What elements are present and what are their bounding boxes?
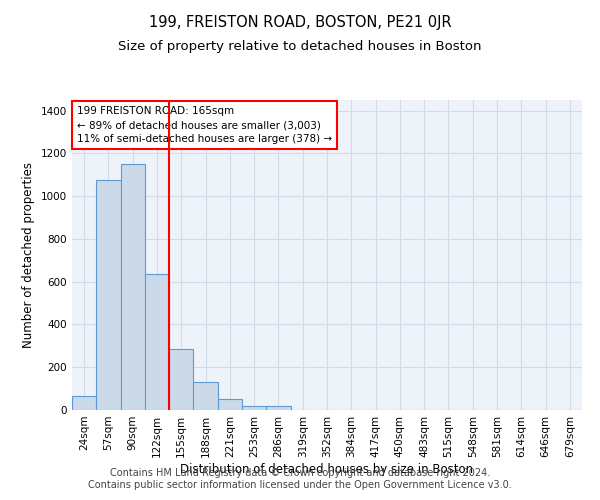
Bar [266,406,290,410]
Bar [193,382,218,410]
X-axis label: Distribution of detached houses by size in Boston: Distribution of detached houses by size … [181,462,473,475]
Bar [218,400,242,410]
Text: 199 FREISTON ROAD: 165sqm
← 89% of detached houses are smaller (3,003)
11% of se: 199 FREISTON ROAD: 165sqm ← 89% of detac… [77,106,332,144]
Bar [169,349,193,410]
Text: Contains HM Land Registry data © Crown copyright and database right 2024.
Contai: Contains HM Land Registry data © Crown c… [88,468,512,490]
Bar [242,406,266,410]
Text: 199, FREISTON ROAD, BOSTON, PE21 0JR: 199, FREISTON ROAD, BOSTON, PE21 0JR [149,15,451,30]
Bar [145,274,169,410]
Bar [121,164,145,410]
Bar [72,396,96,410]
Y-axis label: Number of detached properties: Number of detached properties [22,162,35,348]
Text: Size of property relative to detached houses in Boston: Size of property relative to detached ho… [118,40,482,53]
Bar [96,180,121,410]
